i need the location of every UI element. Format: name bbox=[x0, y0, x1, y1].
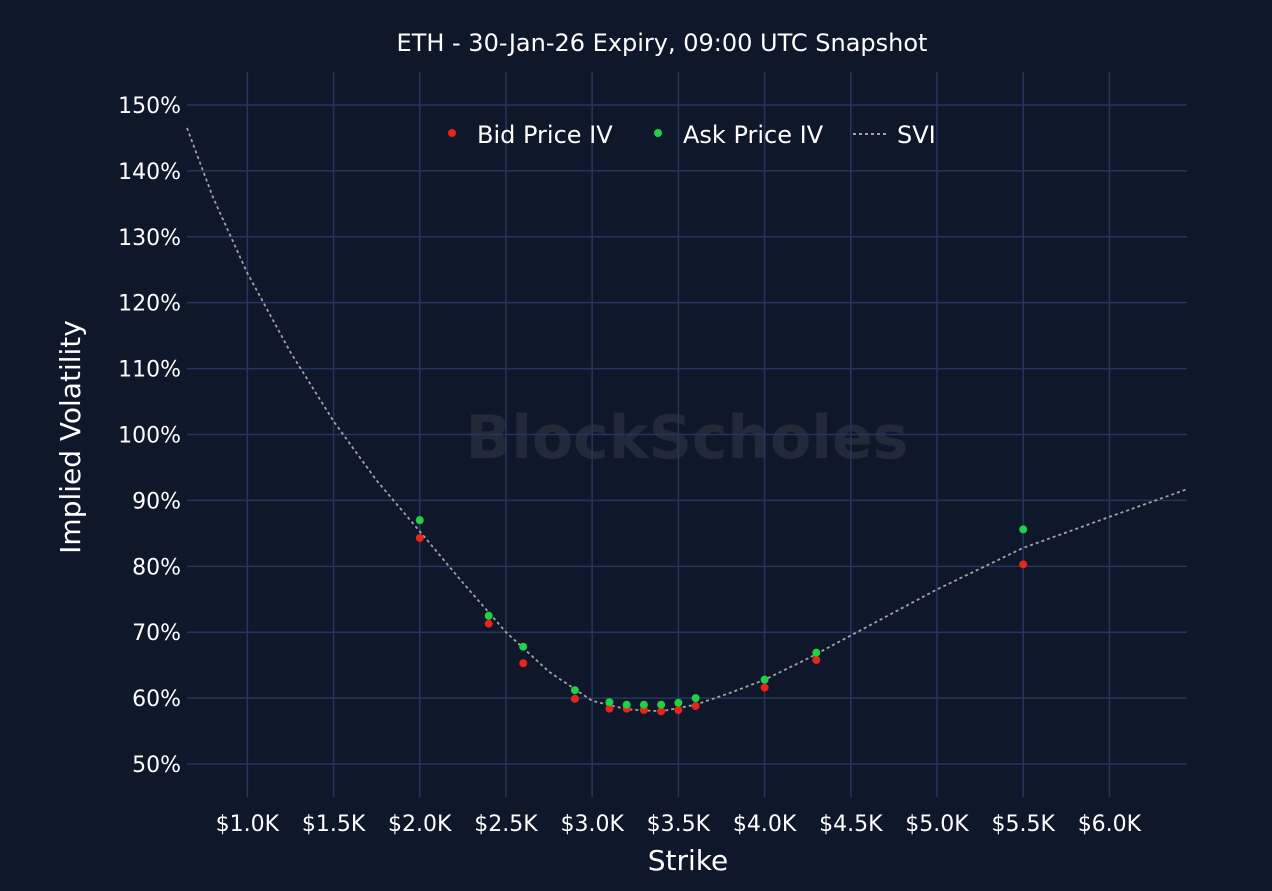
y-tick-label: 150% bbox=[118, 94, 181, 119]
bid-price-iv-point bbox=[484, 619, 493, 628]
legend-label: Ask Price IV bbox=[683, 121, 824, 149]
y-tick-label: 120% bbox=[118, 292, 181, 317]
bid-price-iv-point bbox=[812, 655, 821, 664]
ask-price-iv-point bbox=[812, 648, 821, 657]
ask-price-iv-point bbox=[519, 642, 528, 651]
x-tick-label: $3.5K bbox=[647, 812, 711, 837]
legend-item-bid-price-iv[interactable]: Bid Price IV bbox=[448, 121, 613, 149]
legend-label: SVI bbox=[897, 121, 936, 149]
legend-swatch bbox=[654, 129, 662, 137]
ask-price-iv-point bbox=[605, 698, 614, 707]
ask-price-iv-point bbox=[415, 516, 424, 525]
bid-price-iv-point bbox=[1019, 560, 1028, 569]
ask-price-iv-point bbox=[760, 675, 769, 684]
y-tick-label: 130% bbox=[118, 226, 181, 251]
y-tick-label: 60% bbox=[132, 687, 181, 712]
ask-price-iv-point bbox=[1019, 525, 1028, 534]
x-tick-label: $3.0K bbox=[560, 812, 624, 837]
x-tick-label: $4.5K bbox=[819, 812, 883, 837]
y-axis-title: Implied Volatility bbox=[54, 320, 87, 554]
y-tick-label: 140% bbox=[118, 160, 181, 185]
legend-label: Bid Price IV bbox=[477, 121, 613, 149]
bid-price-iv-point bbox=[519, 659, 528, 668]
x-tick-label: $5.0K bbox=[905, 812, 969, 837]
y-tick-label: 100% bbox=[118, 424, 181, 449]
x-tick-label: $4.0K bbox=[733, 812, 797, 837]
bid-price-iv-point bbox=[691, 702, 700, 711]
ask-price-iv-point bbox=[622, 700, 631, 709]
bid-price-iv-point bbox=[760, 683, 769, 692]
ask-price-iv-point bbox=[570, 686, 579, 695]
x-tick-label: $6.0K bbox=[1078, 812, 1142, 837]
bid-price-iv-point bbox=[657, 707, 666, 716]
x-tick-label: $5.5K bbox=[991, 812, 1055, 837]
legend[interactable]: Bid Price IV Ask Price IV SVI bbox=[448, 121, 936, 149]
bid-price-iv-point bbox=[605, 704, 614, 713]
bid-price-iv-point bbox=[570, 694, 579, 703]
ask-price-iv-point bbox=[674, 698, 683, 707]
grid-lines bbox=[187, 72, 1187, 797]
x-tick-label: $2.5K bbox=[474, 812, 538, 837]
bid-price-iv-point bbox=[415, 533, 424, 542]
watermark: BlockScholes bbox=[466, 403, 909, 473]
ask-price-iv-point bbox=[484, 611, 493, 620]
ask-price-iv-point bbox=[639, 700, 648, 709]
x-axis-title: Strike bbox=[648, 844, 729, 877]
x-tick-labels: $1.0K $1.5K $2.0K $2.5K $3.0K $3.5K $4.0K $4.5K… bbox=[216, 812, 1142, 837]
ask-price-iv-point bbox=[657, 700, 666, 709]
ask-price-iv-point bbox=[691, 694, 700, 703]
x-tick-label: $2.0K bbox=[388, 812, 452, 837]
y-tick-label: 50% bbox=[132, 753, 181, 778]
legend-item-ask-price-iv[interactable]: Ask Price IV bbox=[654, 121, 824, 149]
x-tick-label: $1.5K bbox=[302, 812, 366, 837]
bid-price-iv-point bbox=[674, 706, 683, 714]
y-tick-label: 80% bbox=[132, 555, 181, 580]
legend-item-svi[interactable]: SVI bbox=[853, 121, 936, 149]
series-layer bbox=[186, 127, 1188, 716]
y-tick-label: 90% bbox=[132, 489, 181, 514]
y-tick-label: 70% bbox=[132, 621, 181, 646]
legend-swatch bbox=[448, 129, 456, 137]
y-tick-label: 110% bbox=[118, 358, 181, 383]
x-tick-label: $1.0K bbox=[216, 812, 280, 837]
chart-title: ETH - 30-Jan-26 Expiry, 09:00 UTC Snapsh… bbox=[397, 29, 928, 57]
y-tick-labels: 50% 60% 70% 80% 90% 100% 110% 120% 130% 140% 150% bbox=[118, 94, 181, 778]
